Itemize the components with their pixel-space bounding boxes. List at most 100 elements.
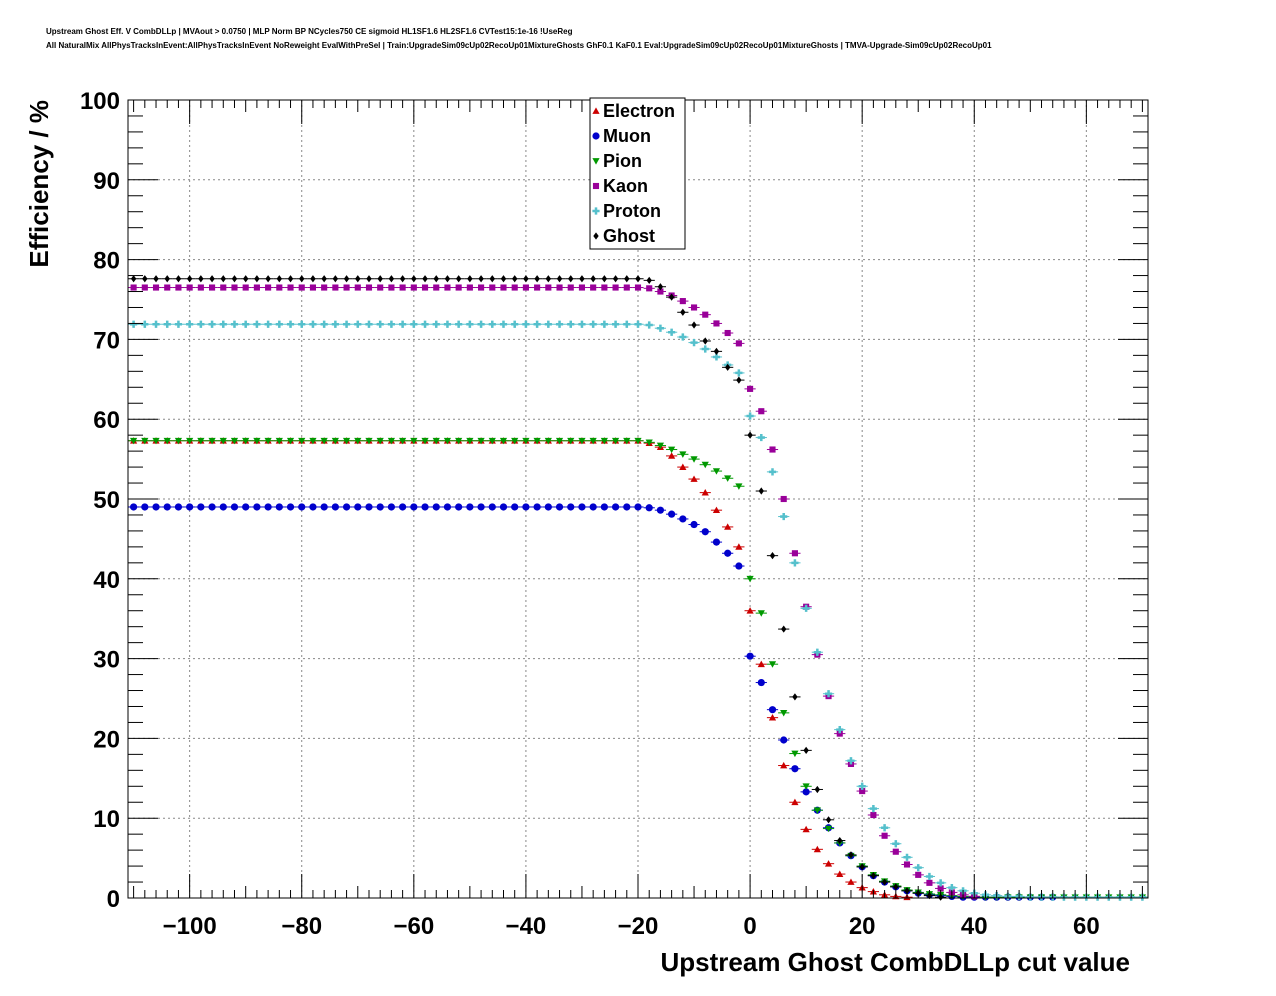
series-proton xyxy=(128,320,1148,901)
ghost-point xyxy=(781,625,787,633)
proton-point xyxy=(735,369,743,377)
series-ghost xyxy=(128,275,947,901)
ghost-point xyxy=(646,276,652,284)
pion-point xyxy=(701,461,709,469)
muon-point xyxy=(152,503,160,511)
ghost-point xyxy=(680,308,686,316)
ghost-point xyxy=(568,275,574,283)
kaon-point xyxy=(511,284,518,291)
pion-point xyxy=(645,439,653,446)
x-tick-label: −60 xyxy=(393,913,434,940)
y-axis-title: Efficiency / % xyxy=(24,100,54,268)
proton-point xyxy=(880,824,889,832)
electron-point xyxy=(791,798,799,806)
legend-marker-pion xyxy=(592,158,600,165)
proton-point xyxy=(578,320,586,328)
ghost-point xyxy=(265,275,271,283)
kaon-point xyxy=(478,284,485,291)
pion-point xyxy=(567,437,575,445)
kaon-point xyxy=(690,304,698,311)
ghost-point xyxy=(332,275,339,283)
muon-point xyxy=(701,528,709,536)
kaon-point xyxy=(242,284,249,291)
muon-point xyxy=(544,503,552,511)
ghost-point xyxy=(153,275,159,283)
ghost-point xyxy=(130,275,137,283)
kaon-point xyxy=(399,284,406,291)
legend-label-electron: Electron xyxy=(603,101,675,121)
ghost-point xyxy=(881,878,888,886)
proton-point xyxy=(869,805,877,813)
x-tick-label: 20 xyxy=(849,913,876,940)
ghost-point xyxy=(287,275,294,283)
kaon-point xyxy=(780,495,787,503)
y-tick-label: 20 xyxy=(93,726,120,753)
proton-point xyxy=(466,320,474,328)
muon-point xyxy=(242,503,250,511)
kaon-point xyxy=(545,284,552,291)
pion-point xyxy=(152,437,160,445)
kaon-point xyxy=(937,885,944,892)
kaon-point xyxy=(747,385,754,392)
legend-marker-muon xyxy=(592,132,600,140)
kaon-point xyxy=(836,730,843,737)
proton-point xyxy=(600,320,608,328)
kaon-point xyxy=(365,284,373,291)
muon-point xyxy=(264,503,272,511)
proton-point xyxy=(230,320,239,328)
ghost-point xyxy=(276,275,283,283)
muon-point xyxy=(365,503,373,511)
legend-label-pion: Pion xyxy=(603,151,642,171)
muon-point xyxy=(163,503,171,511)
proton-point xyxy=(242,320,250,328)
kaon-point xyxy=(455,284,462,291)
proton-point xyxy=(365,320,373,328)
muon-point xyxy=(298,503,306,511)
electron-point xyxy=(712,506,721,514)
kaon-point xyxy=(903,861,911,868)
x-tick-label: 60 xyxy=(1073,913,1100,940)
kaon-point xyxy=(298,284,305,291)
muon-point xyxy=(354,503,362,511)
pion-point xyxy=(197,437,205,445)
x-tick-label: 0 xyxy=(743,913,756,940)
muon-point xyxy=(320,503,328,511)
ghost-point xyxy=(724,363,731,371)
kaon-point xyxy=(433,284,440,291)
muon-point xyxy=(130,503,138,511)
muon-point xyxy=(679,515,687,523)
kaon-point xyxy=(321,284,328,291)
pion-point xyxy=(802,783,810,790)
ghost-point xyxy=(220,275,226,283)
electron-point xyxy=(735,543,743,550)
proton-point xyxy=(219,320,227,328)
kaon-point xyxy=(287,284,294,291)
ghost-point xyxy=(702,337,708,345)
y-tick-label: 30 xyxy=(93,647,120,674)
proton-point xyxy=(208,320,216,328)
proton-point xyxy=(645,321,653,329)
proton-point xyxy=(443,320,452,328)
pion-point xyxy=(589,437,597,445)
muon-point xyxy=(712,538,721,546)
y-tick-label: 50 xyxy=(93,487,120,514)
proton-point xyxy=(701,345,709,353)
ghost-point xyxy=(668,293,675,301)
y-tick-label: 40 xyxy=(93,567,120,594)
plot-title-line-1: Upstream Ghost Eff. V CombDLLp | MVAout … xyxy=(46,27,573,36)
electron-point xyxy=(690,475,698,482)
ghost-point xyxy=(635,275,641,283)
pion-point xyxy=(813,807,821,814)
pion-point xyxy=(286,437,295,445)
proton-point xyxy=(152,320,160,328)
muon-point xyxy=(690,520,698,529)
proton-point xyxy=(410,320,418,328)
proton-point xyxy=(679,333,687,341)
electron-point xyxy=(679,463,687,470)
pion-point xyxy=(242,437,250,445)
kaon-point xyxy=(870,811,877,819)
muon-point xyxy=(555,503,564,511)
pion-point xyxy=(466,437,474,445)
ghost-point xyxy=(893,883,899,891)
muon-point xyxy=(309,503,317,511)
